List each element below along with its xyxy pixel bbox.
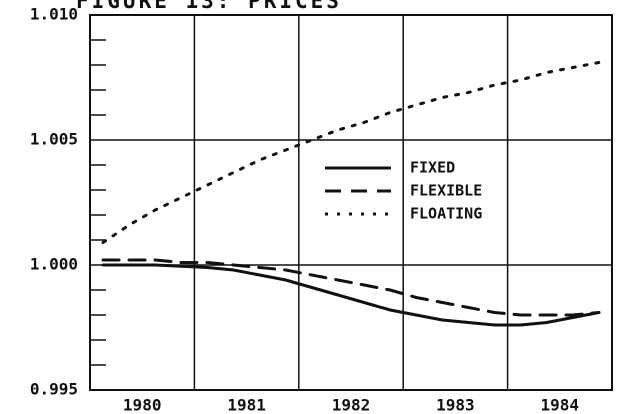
chart-title: FIGURE 13: PRICES [76,0,342,13]
x-tick-label: 1984 [541,396,580,414]
x-tick-label: 1980 [123,396,162,414]
y-tick-label: 1.010 [30,5,78,24]
x-tick-label: 1983 [436,396,475,414]
plot-frame [89,14,613,391]
series-line [101,61,601,244]
legend-label: FLOATING [410,205,482,223]
series-line [101,263,601,327]
legend-label: FLEXIBLE [410,182,482,200]
y-tick-label: 1.000 [30,255,78,274]
x-tick-label: 1981 [227,396,266,414]
legend-label: FIXED [410,159,455,177]
y-tick-label: 1.005 [30,130,78,149]
series-line [101,258,601,317]
y-tick-label: 0.995 [30,380,78,399]
x-tick-label: 1982 [332,396,371,414]
